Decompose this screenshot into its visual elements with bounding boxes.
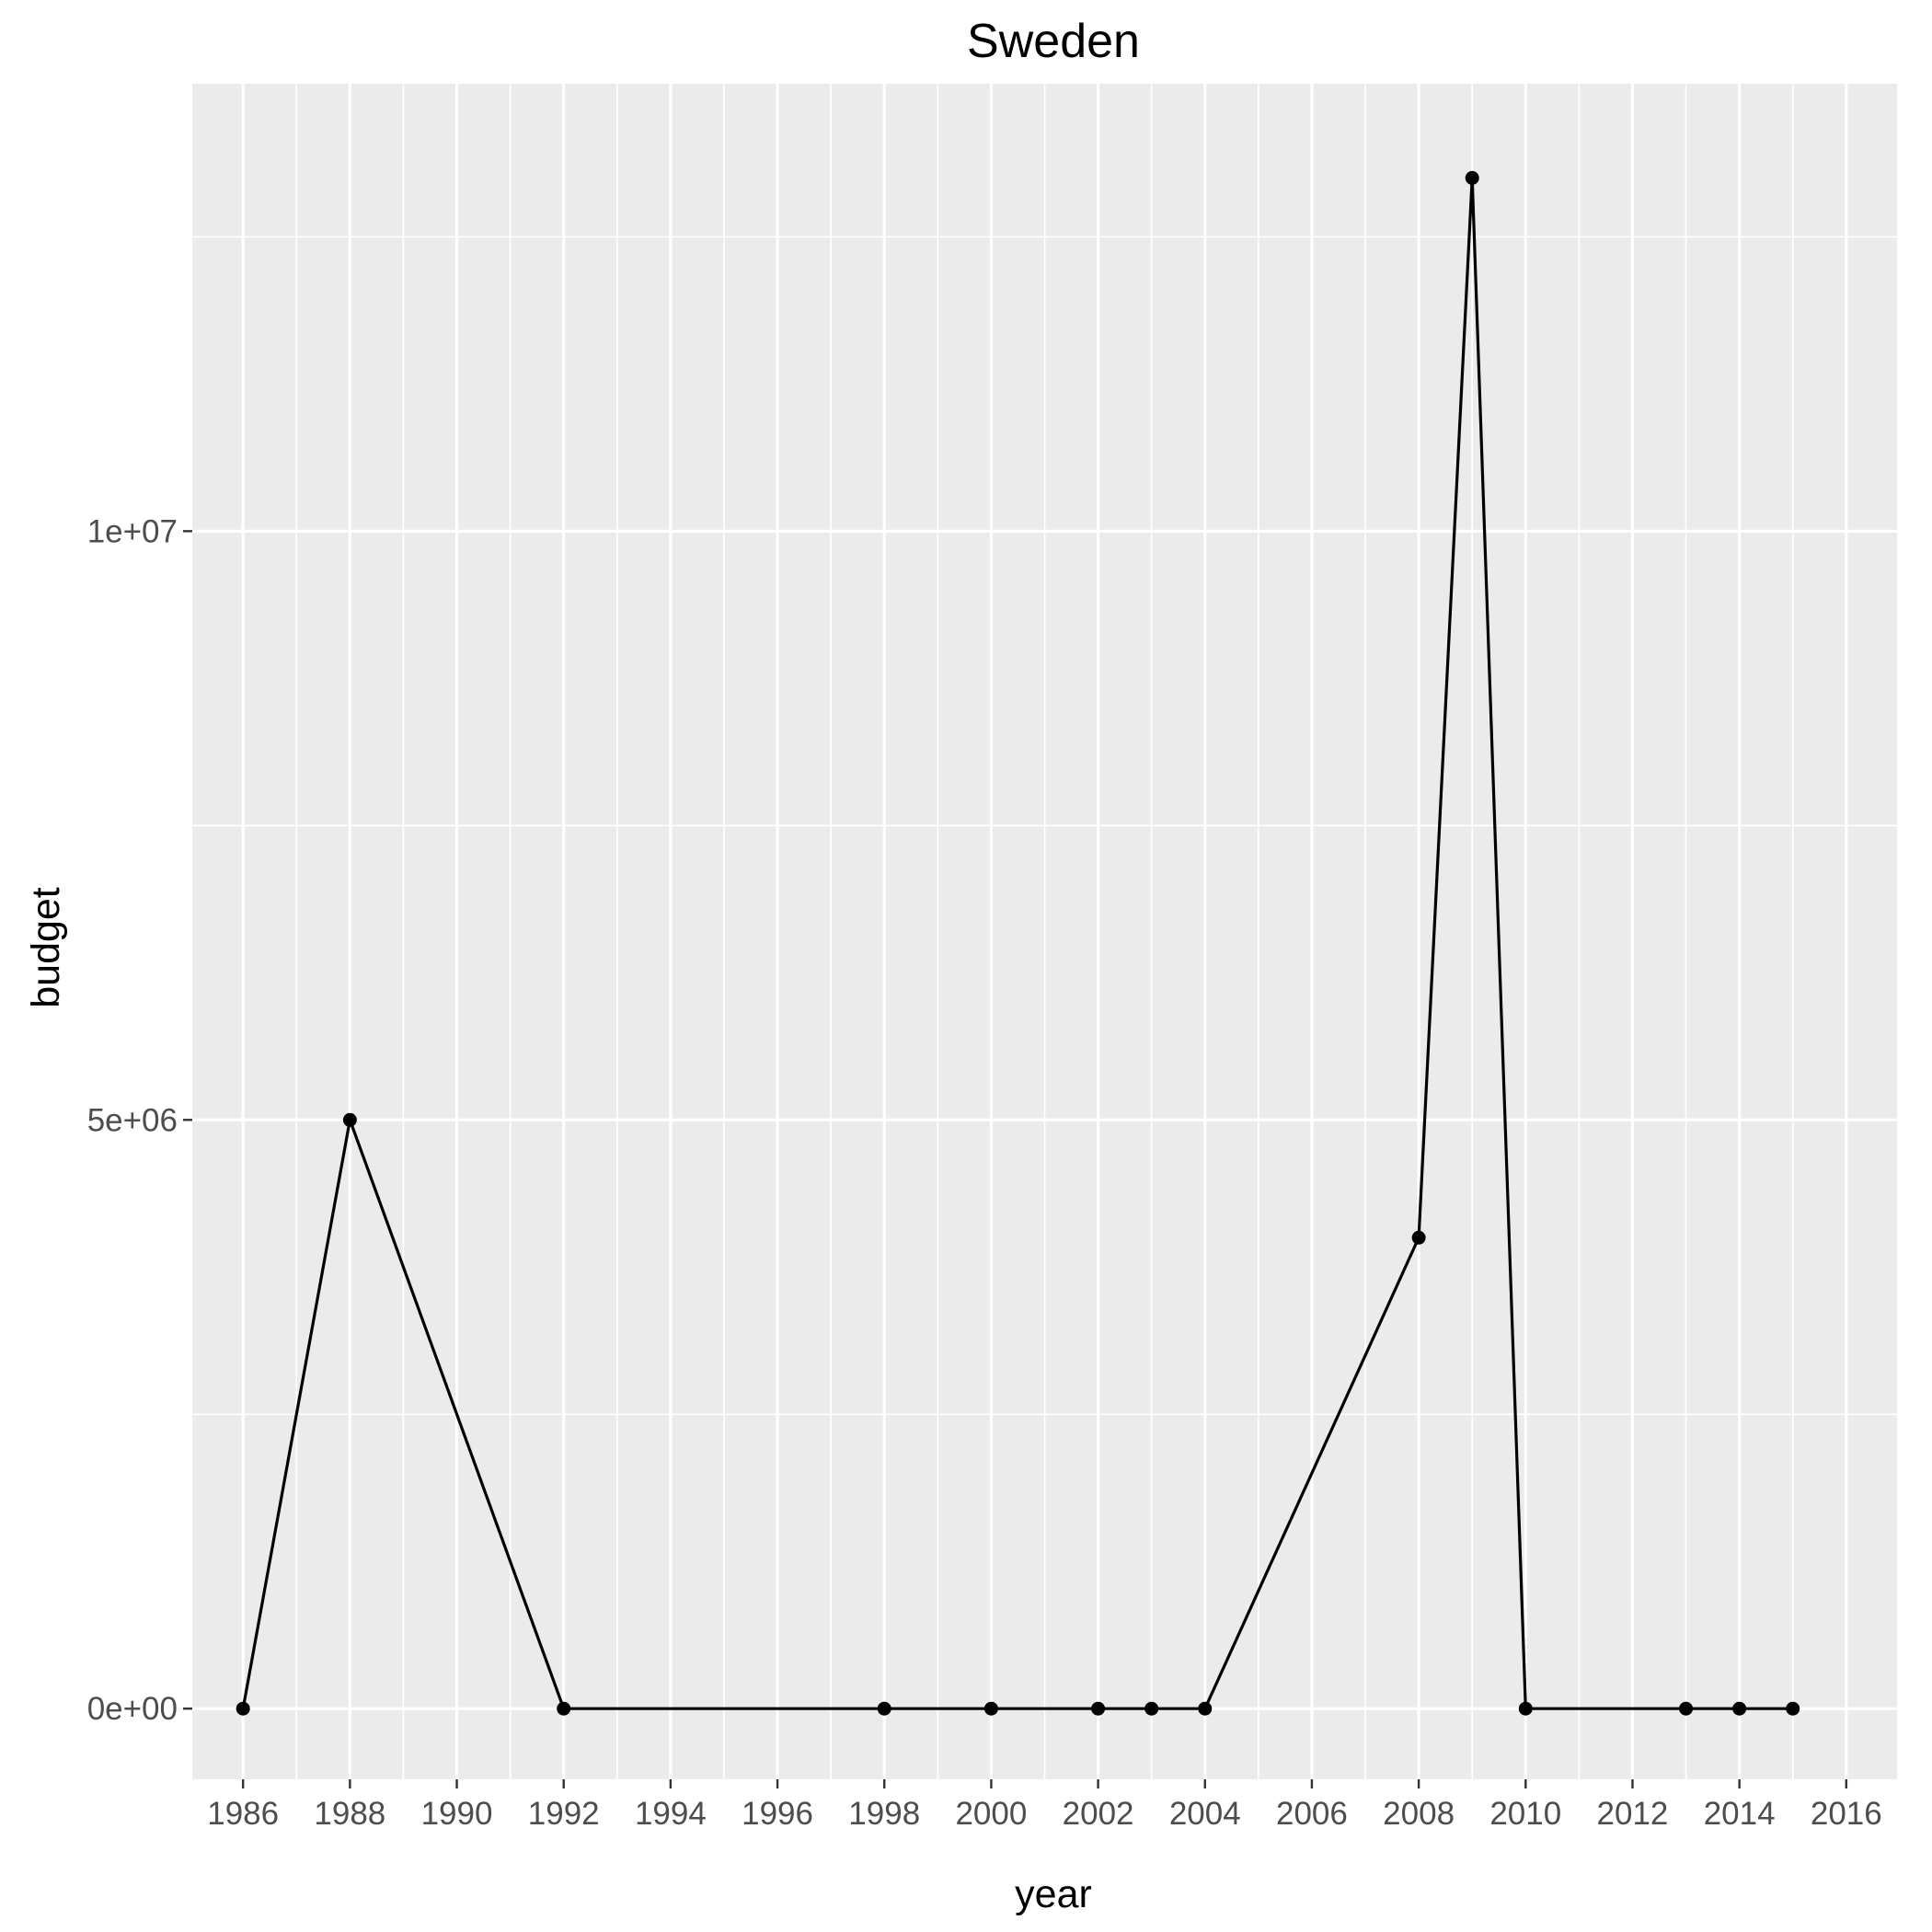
data-point <box>1144 1701 1159 1716</box>
x-tick-label: 2008 <box>1383 1796 1455 1832</box>
data-point <box>877 1701 891 1716</box>
y-tick-label: 1e+07 <box>87 513 178 549</box>
x-tick-label: 2016 <box>1811 1796 1882 1832</box>
x-tick-label: 2012 <box>1597 1796 1669 1832</box>
minor-gridlines <box>192 84 1897 1779</box>
y-tick-label: 0e+00 <box>87 1691 178 1727</box>
x-tick-label: 1994 <box>635 1796 707 1832</box>
data-point <box>1465 170 1479 185</box>
data-point <box>1411 1230 1426 1245</box>
x-tick-label: 1998 <box>848 1796 920 1832</box>
x-tick-label: 2004 <box>1169 1796 1241 1832</box>
x-tick-label: 1992 <box>528 1796 600 1832</box>
x-axis-title: year <box>1015 1872 1092 1916</box>
x-tick-label: 2000 <box>955 1796 1027 1832</box>
x-tick-label: 1990 <box>421 1796 493 1832</box>
data-point <box>1786 1701 1800 1716</box>
x-tick-label: 1988 <box>314 1796 385 1832</box>
data-point <box>342 1112 357 1127</box>
data-point <box>1518 1701 1533 1716</box>
data-point <box>1091 1701 1106 1716</box>
data-point <box>1679 1701 1694 1716</box>
data-point <box>557 1701 571 1716</box>
data-point <box>1732 1701 1747 1716</box>
series-line <box>241 178 1793 1710</box>
x-tick-label: 2006 <box>1276 1796 1348 1832</box>
chart-title: Sweden <box>967 15 1140 68</box>
y-axis: 0e+00 5e+06 1e+07 <box>87 513 192 1727</box>
data-point <box>1198 1701 1213 1716</box>
x-tick-label: 2010 <box>1489 1796 1561 1832</box>
x-tick-label: 1996 <box>742 1796 813 1832</box>
y-axis-title: budget <box>24 887 68 1008</box>
data-point <box>236 1701 250 1716</box>
x-tick-label: 2014 <box>1704 1796 1776 1832</box>
x-tick-label: 1986 <box>207 1796 279 1832</box>
x-axis: 1986 1988 1990 1992 1994 1996 1998 2000 2002 2004… <box>207 1779 1882 1832</box>
x-tick-label: 2002 <box>1063 1796 1134 1832</box>
data-series <box>236 170 1800 1716</box>
data-point <box>983 1701 998 1716</box>
y-tick-label: 5e+06 <box>87 1102 178 1138</box>
